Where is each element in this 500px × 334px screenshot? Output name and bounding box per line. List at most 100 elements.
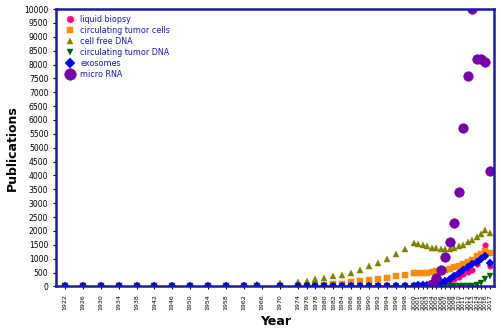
circulating tumor cells [322,283,328,287]
cell free DNA [366,265,372,269]
circulating tumor DNA [474,283,480,287]
liquid biopsy [487,264,493,268]
circulating tumor DNA [134,284,140,288]
circulating tumor cells [134,284,140,288]
circulating tumor DNA [438,284,444,288]
cell free DNA [152,284,158,288]
circulating tumor DNA [375,284,381,288]
exosomes [416,283,422,287]
liquid biopsy [429,282,435,286]
circulating tumor DNA [152,284,158,288]
liquid biopsy [322,284,328,288]
circulating tumor cells [442,268,448,272]
circulating tumor DNA [434,284,440,288]
cell free DNA [482,228,488,232]
X-axis label: Year: Year [260,315,290,328]
exosomes [205,284,211,288]
circulating tumor DNA [98,284,103,288]
exosomes [424,283,430,287]
cell free DNA [384,257,390,261]
cell free DNA [187,284,193,288]
circulating tumor DNA [62,284,68,288]
circulating tumor DNA [340,284,345,288]
circulating tumor DNA [322,284,328,288]
liquid biopsy [330,284,336,288]
cell free DNA [420,243,426,247]
cell free DNA [357,268,363,272]
cell free DNA [402,247,408,251]
circulating tumor cells [446,267,452,271]
exosomes [446,277,452,281]
cell free DNA [330,275,336,279]
circulating tumor DNA [80,284,86,288]
exosomes [366,284,372,288]
circulating tumor DNA [451,284,457,288]
liquid biopsy [474,262,480,266]
cell free DNA [478,232,484,236]
circulating tumor DNA [312,284,318,288]
liquid biopsy [134,284,140,288]
circulating tumor DNA [294,284,300,288]
circulating tumor cells [478,252,484,256]
circulating tumor cells [223,284,229,288]
liquid biopsy [241,284,247,288]
circulating tumor DNA [384,284,390,288]
circulating tumor cells [276,284,282,288]
circulating tumor cells [375,277,381,281]
cell free DNA [456,244,462,248]
exosomes [460,268,466,272]
circulating tumor cells [241,284,247,288]
micro RNA [474,57,480,61]
liquid biopsy [294,284,300,288]
liquid biopsy [420,283,426,287]
exosomes [384,284,390,288]
exosomes [80,284,86,288]
micro RNA [460,126,466,130]
circulating tumor cells [340,282,345,286]
cell free DNA [474,235,480,239]
circulating tumor DNA [446,284,452,288]
circulating tumor cells [384,276,390,280]
cell free DNA [170,284,175,288]
micro RNA [482,60,488,64]
circulating tumor cells [420,271,426,275]
liquid biopsy [424,283,430,287]
cell free DNA [442,247,448,251]
cell free DNA [460,243,466,247]
circulating tumor cells [460,263,466,267]
liquid biopsy [478,255,484,259]
cell free DNA [438,247,444,251]
liquid biopsy [170,284,175,288]
circulating tumor DNA [116,284,121,288]
exosomes [340,284,345,288]
circulating tumor cells [474,255,480,259]
cell free DNA [62,284,68,288]
liquid biopsy [205,284,211,288]
liquid biopsy [340,284,345,288]
circulating tumor DNA [330,284,336,288]
liquid biopsy [456,275,462,279]
circulating tumor DNA [348,284,354,288]
cell free DNA [254,282,260,286]
cell free DNA [304,279,310,283]
liquid biopsy [446,279,452,283]
circulating tumor cells [402,273,408,277]
circulating tumor DNA [464,284,470,288]
circulating tumor DNA [254,284,260,288]
exosomes [393,284,399,288]
liquid biopsy [223,284,229,288]
liquid biopsy [460,273,466,277]
exosomes [442,279,448,283]
circulating tumor cells [451,265,457,269]
circulating tumor cells [464,260,470,264]
liquid biopsy [402,284,408,288]
circulating tumor cells [205,284,211,288]
cell free DNA [312,278,318,282]
liquid biopsy [366,284,372,288]
liquid biopsy [411,284,417,288]
circulating tumor cells [438,269,444,273]
cell free DNA [429,245,435,249]
liquid biopsy [312,284,318,288]
exosomes [294,284,300,288]
Line: circulating tumor cells: circulating tumor cells [62,248,492,289]
